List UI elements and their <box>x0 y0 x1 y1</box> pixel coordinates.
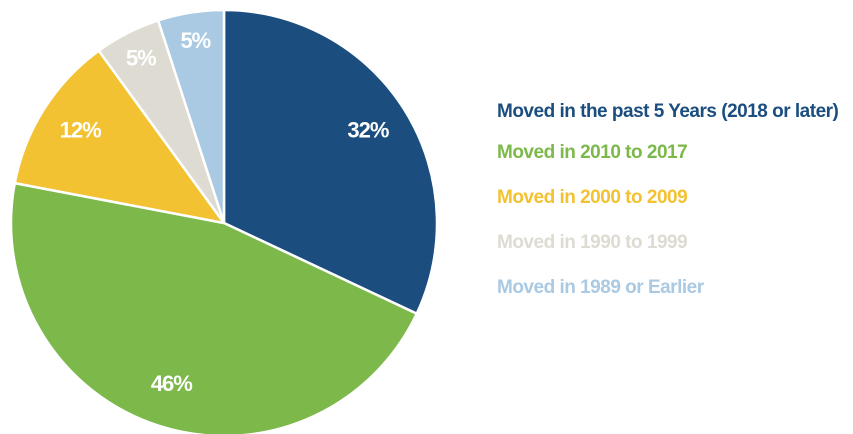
pie-slice <box>9 181 419 434</box>
pie-slice <box>156 8 226 224</box>
legend-entry: Moved in 2010 to 2017 <box>497 142 688 163</box>
legend-entry: Moved in 1990 to 1999 <box>497 232 688 253</box>
data-label: 5% <box>126 46 156 71</box>
legend-entry: Moved in 1989 or Earlier <box>497 277 704 298</box>
data-label: 5% <box>180 28 210 53</box>
legend-entry: Moved in 2000 to 2009 <box>497 187 688 208</box>
legend-entry: Moved in the past 5 Years (2018 or later… <box>497 101 839 122</box>
data-label: 46% <box>151 371 192 396</box>
pie-slice <box>13 48 227 225</box>
data-label: 32% <box>347 118 388 143</box>
pie-slice <box>222 8 439 316</box>
data-label: 12% <box>60 118 101 143</box>
legend: Moved in the past 5 Years (2018 or later… <box>497 95 847 316</box>
